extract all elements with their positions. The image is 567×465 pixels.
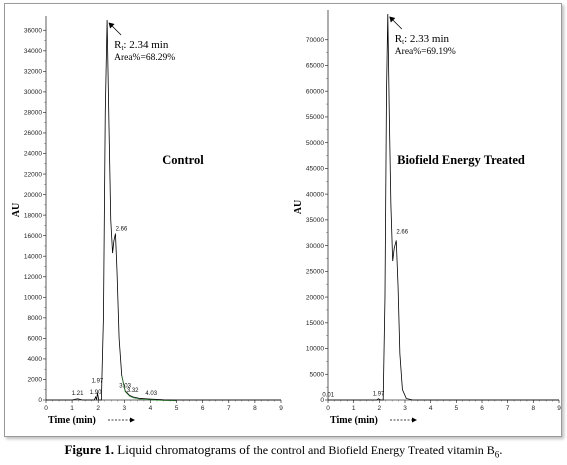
rt-value: 2.34 min	[129, 39, 169, 51]
caption-lead: Liquid chromatograms of	[117, 442, 251, 457]
y-tick-label: 26000	[24, 130, 42, 137]
y-tick-label: 34000	[24, 48, 42, 55]
retention-time-label: Rt: 2.34 min	[114, 39, 169, 52]
y-tick-label: 2000	[28, 377, 43, 384]
sample-group-label: Control	[162, 153, 204, 167]
y-tick-label: 45000	[306, 166, 324, 173]
figure-caption: Figure 1. Liquid chromatograms of the co…	[0, 442, 567, 460]
x-tick-label: 1	[352, 405, 356, 412]
y-tick-label: 22000	[24, 171, 42, 178]
x-tick-label: 3	[403, 405, 407, 412]
apex-arrowhead	[389, 16, 396, 23]
x-tick-label: 0	[44, 405, 48, 412]
rt-subscript: t	[121, 44, 123, 52]
x-tick-label: 8	[253, 405, 257, 412]
rt-symbol: R	[114, 39, 122, 51]
y-tick-label: 50000	[306, 140, 324, 147]
y-tick-label: 18000	[24, 212, 42, 219]
chromatogram-control: 0200040006000800010000120001400016000180…	[11, 16, 283, 426]
y-tick-label: 16000	[24, 233, 42, 240]
y-tick-label: 15000	[306, 320, 324, 327]
x-tick-label: 2	[96, 405, 100, 412]
y-tick-label: 4000	[28, 356, 43, 363]
chromatogram-trace	[328, 13, 559, 401]
y-tick-label: 70000	[306, 37, 324, 44]
y-tick-label: 20000	[306, 294, 324, 301]
y-tick-label: 32000	[24, 69, 42, 76]
x-tick-label: 5	[455, 405, 459, 412]
peak-label: 4.03	[145, 391, 157, 397]
area-percent-label: Area%=69.19%	[395, 47, 456, 57]
y-tick-label: 8000	[28, 315, 43, 322]
x-tick-label: 1	[70, 405, 74, 412]
y-tick-label: 6000	[28, 336, 43, 343]
y-tick-label: 5000	[310, 371, 325, 378]
y-tick-label: 14000	[24, 253, 42, 260]
peak-label: 3.32	[127, 388, 139, 394]
x-tick-label: 0	[326, 405, 330, 412]
x-axis-label: Time (min)	[330, 415, 378, 426]
x-axis-arrowhead	[130, 417, 135, 423]
y-tick-label: 35000	[306, 217, 324, 224]
y-tick-label: 0	[320, 397, 324, 404]
x-tick-label: 5	[175, 405, 179, 412]
rt-subscript: t	[402, 38, 404, 46]
caption-subscript: 6	[494, 449, 500, 460]
peak-label: 0.01	[322, 392, 334, 398]
rt-colon: :	[123, 39, 129, 51]
x-tick-label: 6	[201, 405, 205, 412]
y-tick-label: 60000	[306, 88, 324, 95]
y-tick-label: 12000	[24, 274, 42, 281]
apex-arrowhead	[108, 22, 115, 29]
x-tick-label: 3	[123, 405, 127, 412]
x-tick-label: 7	[227, 405, 231, 412]
y-tick-label: 40000	[306, 191, 324, 198]
peak-label: 2.66	[116, 227, 128, 233]
peak-label: 1.90	[90, 390, 102, 396]
chromatogram-treated: 0 5000 10000 15000 20000 25000 30000 35000 40000…	[293, 10, 561, 426]
y-tick-label: 55000	[306, 114, 324, 121]
retention-time-label: Rt: 2.33 min	[395, 33, 450, 46]
area-percent-label: Area%=68.29%	[114, 53, 175, 63]
x-tick-label: 2	[378, 405, 382, 412]
rt-value: 2.33 min	[410, 33, 450, 45]
x-tick-label: 4	[429, 405, 433, 412]
chromatogram-trace	[46, 19, 281, 401]
y-tick-label: 36000	[24, 27, 42, 34]
x-axis-arrowhead	[412, 417, 417, 423]
peak-label: 1.21	[72, 391, 84, 397]
peak-label: 1.97	[92, 379, 104, 385]
y-tick-label: 30000	[24, 89, 42, 96]
sample-group-label: Biofield Energy Treated	[397, 153, 525, 167]
baseline-trace	[121, 376, 177, 402]
y-tick-label: 20000	[24, 192, 42, 199]
y-tick-label: 25000	[306, 269, 324, 276]
y-axis-label: AU	[11, 203, 22, 217]
x-tick-label: 9	[557, 405, 561, 412]
y-axis-label: AU	[293, 200, 304, 214]
y-tick-label: 30000	[306, 243, 324, 250]
x-tick-label: 6	[480, 405, 484, 412]
caption-end: .	[499, 442, 503, 457]
y-tick-label: 28000	[24, 110, 42, 117]
caption-rest: the control and Biofield Energy Treated …	[253, 443, 495, 457]
rt-colon: :	[404, 33, 410, 45]
y-tick-label: 65000	[306, 63, 324, 70]
y-tick-label: 24000	[24, 151, 42, 158]
peak-label: 2.66	[396, 229, 408, 235]
y-tick-label: 10000	[306, 346, 324, 353]
x-tick-label: 8	[532, 405, 536, 412]
x-tick-label: 7	[506, 405, 510, 412]
x-tick-label: 4	[149, 405, 153, 412]
x-axis-label: Time (min)	[48, 415, 96, 426]
x-tick-label: 9	[279, 405, 283, 412]
figure-frame: 0 2000 4000 6000 8000 10000 12000 14000 16000 180…	[4, 3, 562, 437]
y-tick-label: 0	[38, 397, 42, 404]
peak-label: 3.03	[119, 384, 131, 390]
peak-label: 1.97	[373, 391, 385, 397]
y-tick-label: 10000	[24, 294, 42, 301]
rt-symbol: R	[395, 33, 403, 45]
caption-label: Figure 1.	[64, 442, 115, 457]
